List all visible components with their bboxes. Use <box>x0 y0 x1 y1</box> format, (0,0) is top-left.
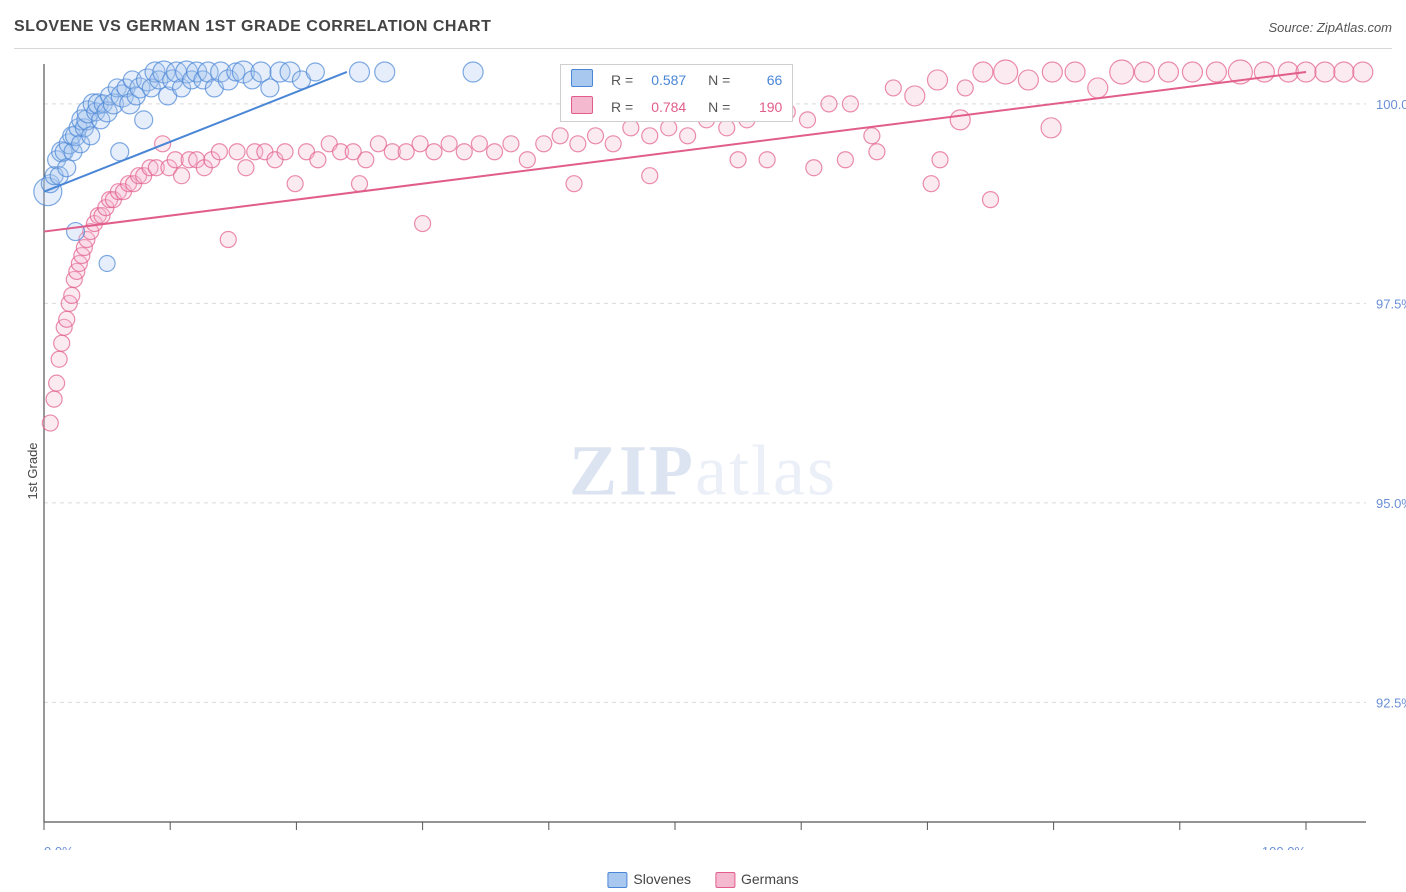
correlation-row: R =0.587 N =66 <box>563 67 790 92</box>
svg-text:95.0%: 95.0% <box>1376 496 1406 511</box>
svg-text:92.5%: 92.5% <box>1376 695 1406 710</box>
chart-container: 1st Grade ZIPatlas 92.5%95.0%97.5%100.0%… <box>0 50 1406 892</box>
series-legend: Slovenes Germans <box>607 871 798 888</box>
svg-text:100.0%: 100.0% <box>1262 844 1307 850</box>
svg-text:0.0%: 0.0% <box>44 844 74 850</box>
source-attribution: Source: ZipAtlas.com <box>1268 20 1392 35</box>
y-axis-label: 1st Grade <box>25 442 40 499</box>
correlation-legend: R =0.587 N =66R =0.784 N =190 <box>560 64 793 122</box>
svg-text:97.5%: 97.5% <box>1376 296 1406 311</box>
legend-item: Germans <box>715 871 799 888</box>
chart-title: SLOVENE VS GERMAN 1ST GRADE CORRELATION … <box>14 18 491 35</box>
correlation-row: R =0.784 N =190 <box>563 94 790 119</box>
svg-text:100.0%: 100.0% <box>1376 97 1406 112</box>
legend-item: Slovenes <box>607 871 691 888</box>
scatter-chart: 92.5% 95.0% 97.5% 100.0% 0.0% 100.0% <box>0 50 1406 850</box>
